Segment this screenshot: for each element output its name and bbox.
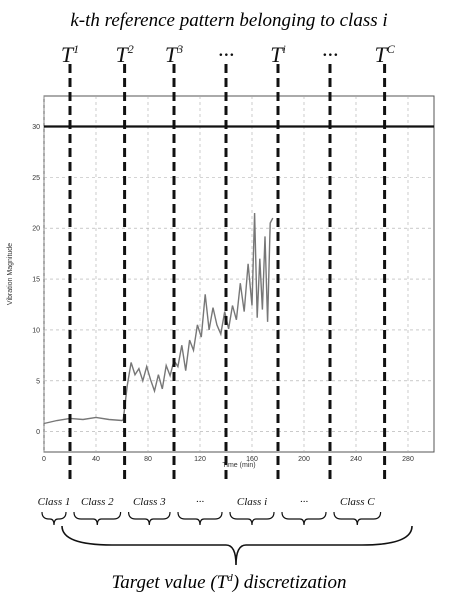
y-tick-label: 20 (32, 226, 40, 233)
x-tick-label: 40 (92, 456, 100, 463)
class-brace (73, 511, 122, 526)
class-label: Class 2 (81, 496, 114, 508)
class-label: Class 1 (38, 496, 71, 508)
target-label: Ti (270, 42, 286, 67)
class-labels: Class 1 Class 2 Class 3 ··· Class i ··· Class … (38, 496, 376, 508)
class-braces (41, 511, 382, 526)
y-tick-label: 15 (32, 277, 40, 284)
vibration-series-line (43, 212, 274, 425)
class-brace (333, 511, 382, 526)
x-tick-label: 0 (42, 456, 46, 463)
class-label: ··· (300, 496, 309, 508)
x-tick-label: 80 (144, 456, 152, 463)
x-tick-label: 160 (246, 456, 258, 463)
y-tick-label: 10 (32, 327, 40, 334)
x-tick-label: 120 (194, 456, 206, 463)
class-brace (281, 511, 327, 526)
y-axis-label: Vibration Magnitude (7, 243, 14, 305)
target-label: T1 (61, 42, 79, 67)
y-tick-label: 30 (32, 124, 40, 131)
target-label: TC (374, 42, 395, 67)
figure-title: k-th reference pattern belonging to clas… (70, 10, 387, 31)
class-brace (177, 511, 223, 526)
class-brace (41, 511, 67, 526)
class-label: ··· (196, 496, 205, 508)
x-tick-label: 280 (402, 456, 414, 463)
x-axis-label: Time (min) (222, 462, 255, 469)
class-brace (128, 511, 171, 526)
class-label: Class 3 (133, 496, 166, 508)
x-tick-label: 200 (298, 456, 310, 463)
bottom-caption: Target value (Td) discretization (111, 572, 346, 593)
class-label: Class i (237, 496, 267, 508)
target-labels: T1 T2 T3 ··· Ti ··· TC (61, 42, 396, 67)
x-tick-label: 240 (350, 456, 362, 463)
target-label: T3 (165, 42, 183, 67)
target-label: T2 (115, 42, 133, 67)
plot-area: 0 5 10 15 20 25 30 0 40 80 120 160 200 240 280 Time (… (7, 95, 435, 469)
class-label: Class C (340, 496, 375, 508)
y-tick-labels: 0 5 10 15 20 25 30 (32, 124, 40, 436)
plot-frame (43, 95, 435, 453)
y-tick-label: 25 (32, 175, 40, 182)
y-tick-label: 0 (36, 429, 40, 436)
class-brace (229, 511, 275, 526)
target-label: ··· (322, 42, 339, 67)
target-label: ··· (218, 42, 235, 67)
x-tick-labels: 0 40 80 120 160 200 240 280 (42, 456, 414, 463)
y-tick-label: 5 (36, 378, 40, 385)
big-brace (61, 525, 413, 566)
